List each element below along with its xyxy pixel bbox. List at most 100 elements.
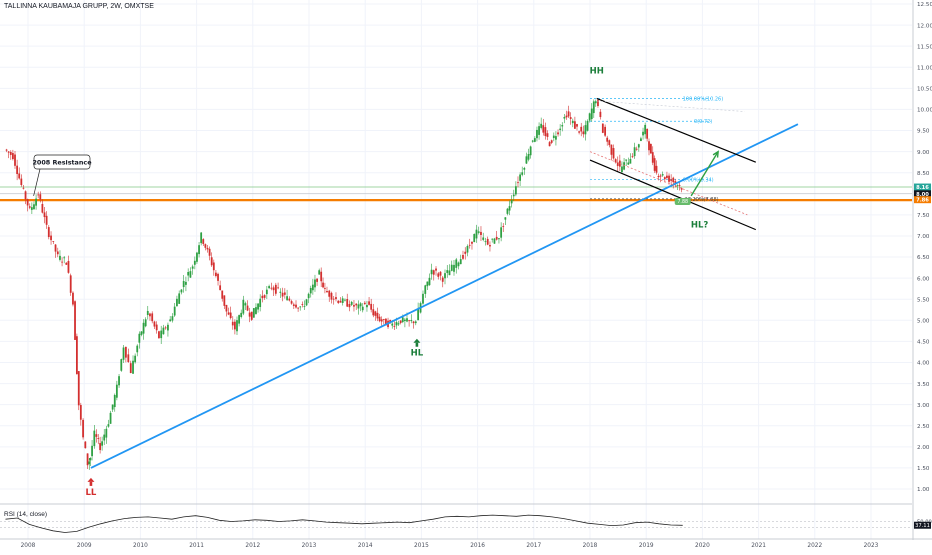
- candle-body: [77, 371, 80, 406]
- candle-body: [608, 140, 611, 146]
- candle-body: [621, 166, 623, 173]
- projection-arrow-line: [690, 151, 719, 197]
- candle-body: [45, 215, 48, 225]
- candle-body: [202, 239, 205, 244]
- candle-body: [538, 126, 540, 135]
- candle-body: [279, 291, 282, 293]
- candle-body: [546, 133, 549, 137]
- candle-body: [182, 281, 185, 288]
- candle-body: [176, 298, 178, 307]
- candle-body: [75, 336, 78, 375]
- marker-arrow-up: [87, 477, 95, 482]
- candle-body: [649, 143, 652, 154]
- candle-body: [576, 124, 578, 127]
- y-tick-label: 11.50: [917, 44, 932, 50]
- candle-body: [295, 304, 297, 308]
- candle-body: [97, 438, 100, 439]
- candle-body: [642, 131, 644, 136]
- projection-line: [596, 100, 745, 112]
- y-tick-label: 3.00: [917, 403, 930, 409]
- y-tick-label: 10.00: [917, 108, 932, 114]
- candle-body: [242, 299, 245, 314]
- trendline-channel-lower: [589, 159, 757, 231]
- candle-body: [11, 153, 14, 160]
- candle-body: [326, 290, 328, 293]
- candle-body: [651, 152, 654, 163]
- y-tick-label: 3.50: [917, 382, 930, 388]
- candle-body: [212, 262, 215, 271]
- resistance-callout-pointer: [33, 168, 41, 196]
- y-tick-label: 4.00: [917, 361, 930, 367]
- candle-body: [439, 271, 442, 276]
- candle-body: [180, 289, 183, 293]
- candle-body: [637, 144, 640, 148]
- candle-body: [462, 254, 464, 259]
- candle-body: [229, 312, 232, 319]
- candle-body: [227, 312, 230, 315]
- candle-body: [24, 191, 27, 200]
- candle-body: [95, 434, 98, 437]
- candle-body: [424, 285, 427, 294]
- x-tick-label: 2022: [807, 543, 822, 549]
- candle-body: [631, 156, 634, 158]
- candle-body: [382, 319, 385, 320]
- candle-body: [281, 292, 284, 297]
- candle-body: [523, 167, 526, 170]
- x-tick-label: 2019: [639, 543, 654, 549]
- price-axis-label: 8.16: [916, 185, 929, 191]
- price-axis-label-bg: [914, 196, 931, 204]
- y-tick-label: 8.50: [917, 171, 930, 177]
- candle-body: [571, 120, 574, 124]
- candle-body: [666, 175, 668, 178]
- candle-body: [35, 198, 37, 206]
- candle-body: [555, 136, 557, 140]
- x-tick-label: 2012: [245, 543, 260, 549]
- y-tick-label: 2.00: [917, 445, 930, 451]
- candle-body: [178, 293, 181, 304]
- y-tick-label: 9.50: [917, 129, 930, 135]
- candle-body: [491, 238, 494, 240]
- candle-body: [493, 238, 496, 244]
- candle-body: [307, 293, 310, 299]
- candle-body: [616, 162, 619, 166]
- candle-body: [240, 312, 243, 317]
- candle-body: [99, 443, 102, 451]
- candle-body: [332, 298, 335, 300]
- candle-body: [414, 321, 417, 324]
- candle-body: [612, 148, 615, 159]
- candle-body: [9, 151, 12, 155]
- candle-body: [670, 179, 673, 181]
- x-tick-label: 2020: [695, 543, 710, 549]
- candle-body: [246, 305, 249, 311]
- candle-body: [399, 320, 402, 324]
- candle-body: [391, 323, 394, 326]
- candle-body: [142, 322, 145, 334]
- candle-body: [39, 194, 42, 200]
- candle-body: [50, 235, 52, 241]
- candle-body: [676, 185, 679, 187]
- candle-body: [274, 284, 277, 294]
- candle-body: [341, 298, 344, 303]
- candle-body: [508, 206, 511, 211]
- candle-body: [653, 158, 656, 171]
- marker-arrow-stem: [415, 342, 419, 347]
- price-axis-label-bg: [914, 190, 931, 198]
- resistance-callout-text: 2008 Resistance: [32, 159, 92, 167]
- candle-body: [563, 116, 566, 119]
- candle-body: [330, 292, 333, 300]
- candle-body: [146, 310, 149, 316]
- candle-body: [372, 309, 375, 316]
- candle-body: [590, 108, 593, 120]
- candle-body: [219, 285, 222, 291]
- candle-body: [473, 234, 476, 243]
- candle-body: [129, 363, 132, 374]
- chart-title: TALLINNA KAUBAMAJA GRUPP, 2W, OMXTSE: [4, 3, 154, 10]
- candle-body: [557, 132, 559, 135]
- candle-body: [468, 244, 471, 246]
- y-tick-label: 12.00: [917, 23, 932, 29]
- candle-body: [475, 229, 478, 239]
- candle-body: [173, 306, 176, 316]
- candle-body: [272, 287, 275, 291]
- candle-body: [22, 187, 25, 189]
